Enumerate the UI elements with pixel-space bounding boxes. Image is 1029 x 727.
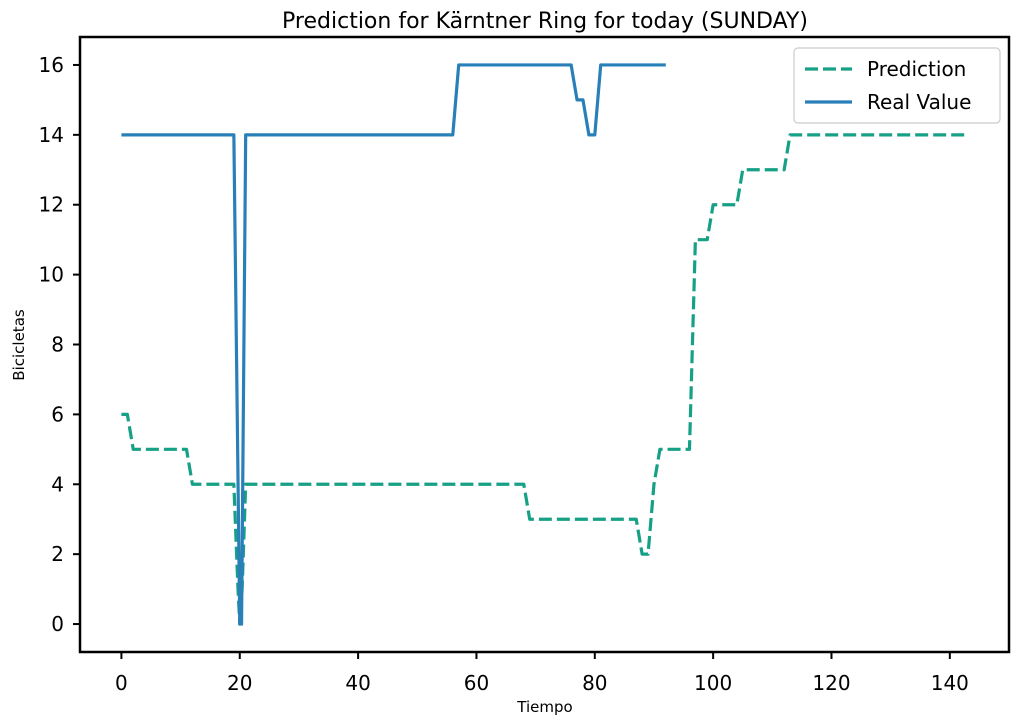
x-axis-label: Tiempo <box>516 698 572 716</box>
x-tick-label: 80 <box>582 671 607 695</box>
x-tick-label: 140 <box>931 671 969 695</box>
y-tick-label: 8 <box>51 333 64 357</box>
plot-frame <box>78 35 1011 654</box>
legend-label: Real Value <box>867 90 971 114</box>
x-tick-label: 120 <box>812 671 850 695</box>
y-tick-label: 12 <box>39 193 64 217</box>
y-tick-label: 0 <box>51 612 64 636</box>
x-tick-label: 0 <box>115 671 128 695</box>
x-tick-label: 100 <box>694 671 732 695</box>
y-tick-label: 14 <box>39 123 64 147</box>
y-tick-label: 10 <box>39 263 64 287</box>
legend-box <box>793 47 1001 124</box>
y-axis-label: Bicicletas <box>10 309 28 381</box>
y-tick-label: 2 <box>51 542 64 566</box>
legend: Prediction Real Value <box>793 47 1001 124</box>
x-ticks: 0 20 40 60 80 100 120 140 <box>115 652 969 695</box>
x-tick-label: 60 <box>464 671 489 695</box>
chart-title: Prediction for Kärntner Ring for today (… <box>282 9 808 34</box>
series-line-real-value <box>121 63 666 626</box>
x-tick-label: 20 <box>227 671 252 695</box>
legend-label: Prediction <box>867 57 966 81</box>
y-tick-label: 4 <box>51 472 64 496</box>
series-layer <box>121 63 968 626</box>
series-line-prediction <box>121 133 968 626</box>
y-ticks: 0 2 4 6 8 10 12 14 16 <box>39 53 80 636</box>
y-tick-label: 16 <box>39 53 64 77</box>
x-tick-label: 40 <box>345 671 370 695</box>
y-tick-label: 6 <box>51 402 64 426</box>
